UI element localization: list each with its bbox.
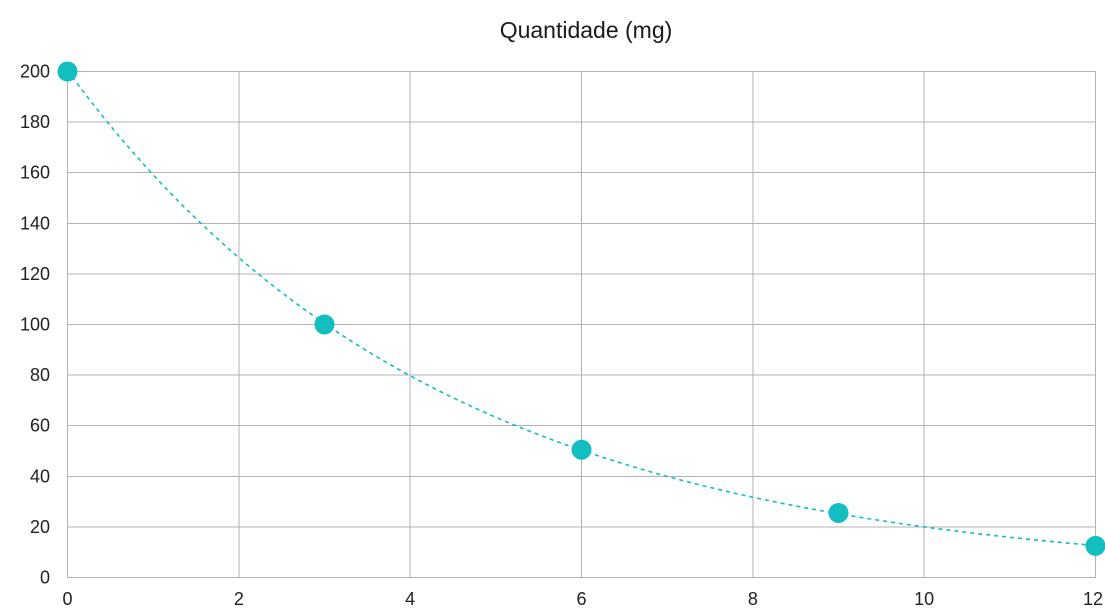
y-tick-label: 100	[20, 315, 50, 335]
y-tick-label: 80	[30, 365, 50, 385]
x-tick-label: 6	[576, 589, 586, 609]
grid	[67, 71, 1096, 578]
x-tick-label: 12	[1083, 589, 1103, 609]
axis-labels: 0 20 40 60 80 100 120 140 160 180 200 0 2 4 6 8 10 12	[20, 62, 1103, 610]
x-tick-label: 8	[748, 589, 758, 609]
x-tick-label: 4	[405, 589, 415, 609]
data-point	[57, 61, 78, 82]
y-tick-label: 120	[20, 264, 50, 284]
data-point	[314, 314, 335, 335]
data-points	[57, 61, 1105, 556]
chart-title: Quantidade (mg)	[500, 17, 673, 43]
y-tick-label: 20	[30, 517, 50, 537]
y-tick-label: 140	[20, 213, 50, 233]
y-tick-label: 180	[20, 112, 50, 132]
x-tick-label: 2	[234, 589, 244, 609]
y-tick-label: 160	[20, 163, 50, 183]
data-point	[571, 439, 592, 460]
x-tick-label: 10	[914, 589, 934, 609]
y-tick-label: 200	[20, 62, 50, 82]
plot-area-frame	[67, 71, 1096, 578]
y-tick-label: 60	[30, 416, 50, 436]
y-tick-label: 40	[30, 466, 50, 486]
data-point	[1085, 535, 1105, 556]
x-tick-label: 0	[62, 589, 72, 609]
data-point	[828, 502, 849, 523]
y-tick-label: 0	[40, 568, 50, 588]
